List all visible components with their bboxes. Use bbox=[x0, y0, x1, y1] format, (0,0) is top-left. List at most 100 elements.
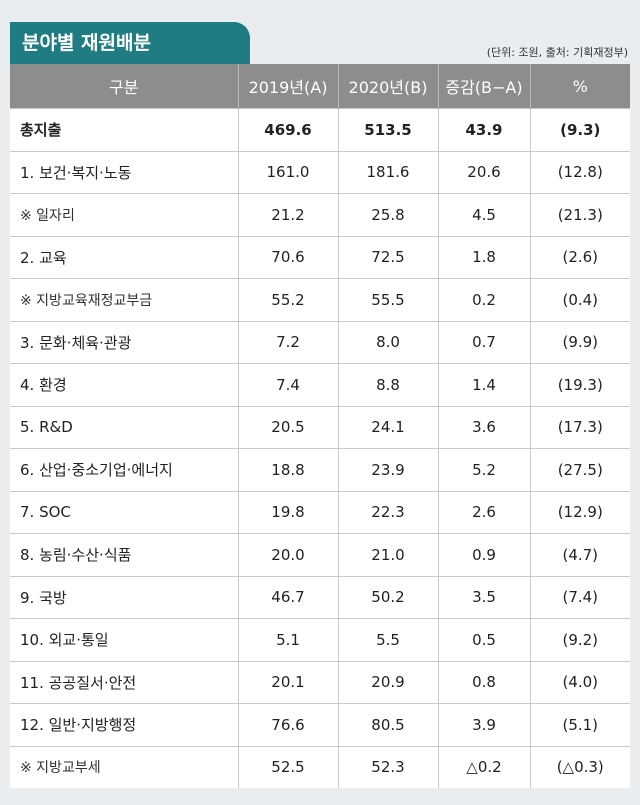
table-row: 총지출 469.6 513.5 43.9 (9.3) bbox=[10, 108, 630, 151]
column-header: 구분 bbox=[10, 64, 238, 109]
cell: (4.0) bbox=[529, 660, 630, 704]
cell: 4.5 bbox=[437, 193, 530, 236]
table-row: 7. SOC 19.8 22.3 2.6 (12.9) bbox=[10, 490, 630, 534]
cell: 0.7 bbox=[437, 320, 530, 364]
table-row: 4. 환경 7.4 8.8 1.4 (19.3) bbox=[10, 363, 630, 406]
column-header: 증감(B−A) bbox=[437, 64, 530, 109]
cell: 1.4 bbox=[437, 363, 530, 406]
cell: (9.9) bbox=[529, 320, 630, 364]
row-label: 총지출 bbox=[10, 108, 238, 151]
cell: (2.6) bbox=[529, 235, 630, 279]
cell: 18.8 bbox=[237, 448, 338, 491]
table-row: 6. 산업·중소기업·에너지 18.8 23.9 5.2 (27.5) bbox=[10, 448, 630, 491]
cell: 7.4 bbox=[237, 363, 338, 406]
cell: 0.2 bbox=[437, 278, 530, 321]
row-label: 2. 교육 bbox=[10, 235, 238, 279]
column-header: 2020년(B) bbox=[337, 64, 438, 109]
cell: 20.0 bbox=[237, 533, 338, 576]
table-row: 11. 공공질서·안전 20.1 20.9 0.8 (4.0) bbox=[10, 660, 630, 704]
row-label: ※ 지방교육재정교부금 bbox=[10, 278, 238, 321]
cell: 43.9 bbox=[437, 108, 530, 151]
header-row: 구분 2019년(A) 2020년(B) 증감(B−A)% bbox=[10, 64, 630, 109]
unit-note: (단위: 조원, 출처: 기획재정부) bbox=[486, 46, 628, 59]
cell: 21.2 bbox=[237, 193, 338, 236]
cell: (12.8) bbox=[529, 150, 630, 194]
cell: (9.2) bbox=[529, 618, 630, 661]
row-label: ※ 지방교부세 bbox=[10, 745, 238, 788]
title: 분야별 재원배분 bbox=[10, 22, 250, 64]
table-row: 12. 일반·지방행정 76.6 80.5 3.9 (5.1) bbox=[10, 703, 630, 746]
cell: 23.9 bbox=[337, 448, 438, 491]
row-label: 9. 국방 bbox=[10, 575, 238, 619]
row-label: 11. 공공질서·안전 bbox=[10, 660, 238, 704]
cell: 513.5 bbox=[337, 108, 438, 151]
cell: (0.4) bbox=[529, 278, 630, 321]
cell: 50.2 bbox=[337, 575, 438, 619]
table-row: 1. 보건·복지·노동 161.0 181.6 20.6 (12.8) bbox=[10, 150, 630, 194]
cell: 72.5 bbox=[337, 235, 438, 279]
cell: 5.5 bbox=[337, 618, 438, 661]
table-row: 2. 교육 70.6 72.5 1.8 (2.6) bbox=[10, 235, 630, 279]
cell: 19.8 bbox=[237, 490, 338, 534]
cell: 52.3 bbox=[337, 745, 438, 788]
cell: 3.6 bbox=[437, 405, 530, 449]
table-row: 9. 국방 46.7 50.2 3.5 (7.4) bbox=[10, 575, 630, 619]
cell: 7.2 bbox=[237, 320, 338, 364]
cell: 25.8 bbox=[337, 193, 438, 236]
cell: 0.8 bbox=[437, 660, 530, 704]
cell: (21.3) bbox=[529, 193, 630, 236]
row-label: 12. 일반·지방행정 bbox=[10, 703, 238, 746]
table-row: 10. 외교·통일 5.1 5.5 0.5 (9.2) bbox=[10, 618, 630, 661]
cell: 55.5 bbox=[337, 278, 438, 321]
cell: (12.9) bbox=[529, 490, 630, 534]
row-label: ※ 일자리 bbox=[10, 193, 238, 236]
cell: 24.1 bbox=[337, 405, 438, 449]
cell: 8.0 bbox=[337, 320, 438, 364]
cell: 70.6 bbox=[237, 235, 338, 279]
cell: (27.5) bbox=[529, 448, 630, 491]
cell: 21.0 bbox=[337, 533, 438, 576]
table-row: ※ 일자리 21.2 25.8 4.5 (21.3) bbox=[10, 193, 630, 236]
cell: 469.6 bbox=[237, 108, 338, 151]
budget-table: 구분 2019년(A) 2020년(B) 증감(B−A)% 총지출 469.6 513.5… bbox=[10, 64, 630, 788]
table-row: ※ 지방교육재정교부금 55.2 55.5 0.2 (0.4) bbox=[10, 278, 630, 321]
table-row: 8. 농림·수산·식품 20.0 21.0 0.9 (4.7) bbox=[10, 533, 630, 576]
table-row: 3. 문화·체육·관광 7.2 8.0 0.7 (9.9) bbox=[10, 320, 630, 364]
row-label: 3. 문화·체육·관광 bbox=[10, 320, 238, 364]
cell: 181.6 bbox=[337, 150, 438, 194]
row-label: 10. 외교·통일 bbox=[10, 618, 238, 661]
cell: 20.9 bbox=[337, 660, 438, 704]
cell: 161.0 bbox=[237, 150, 338, 194]
cell: 3.9 bbox=[437, 703, 530, 746]
cell: 1.8 bbox=[437, 235, 530, 279]
row-label: 1. 보건·복지·노동 bbox=[10, 150, 238, 194]
cell: 20.1 bbox=[237, 660, 338, 704]
cell: 80.5 bbox=[337, 703, 438, 746]
row-label: 8. 농림·수산·식품 bbox=[10, 533, 238, 576]
cell: 20.6 bbox=[437, 150, 530, 194]
table-row: ※ 지방교부세 52.5 52.3 △0.2 (△0.3) bbox=[10, 745, 630, 788]
cell: 0.9 bbox=[437, 533, 530, 576]
cell: 22.3 bbox=[337, 490, 438, 534]
cell: (9.3) bbox=[529, 108, 630, 151]
cell: (19.3) bbox=[529, 363, 630, 406]
row-label: 4. 환경 bbox=[10, 363, 238, 406]
cell: 3.5 bbox=[437, 575, 530, 619]
cell: 20.5 bbox=[237, 405, 338, 449]
row-label: 5. R&D bbox=[10, 405, 238, 449]
cell: 52.5 bbox=[237, 745, 338, 788]
cell: 8.8 bbox=[337, 363, 438, 406]
cell: 5.2 bbox=[437, 448, 530, 491]
row-label: 7. SOC bbox=[10, 490, 238, 534]
column-header: 2019년(A) bbox=[237, 64, 338, 109]
table-row: 5. R&D 20.5 24.1 3.6 (17.3) bbox=[10, 405, 630, 449]
column-header: % bbox=[529, 64, 630, 109]
cell: (7.4) bbox=[529, 575, 630, 619]
cell: (△0.3) bbox=[529, 745, 630, 788]
cell: 76.6 bbox=[237, 703, 338, 746]
cell: △0.2 bbox=[437, 745, 530, 788]
cell: (17.3) bbox=[529, 405, 630, 449]
row-label: 6. 산업·중소기업·에너지 bbox=[10, 448, 238, 491]
cell: 46.7 bbox=[237, 575, 338, 619]
